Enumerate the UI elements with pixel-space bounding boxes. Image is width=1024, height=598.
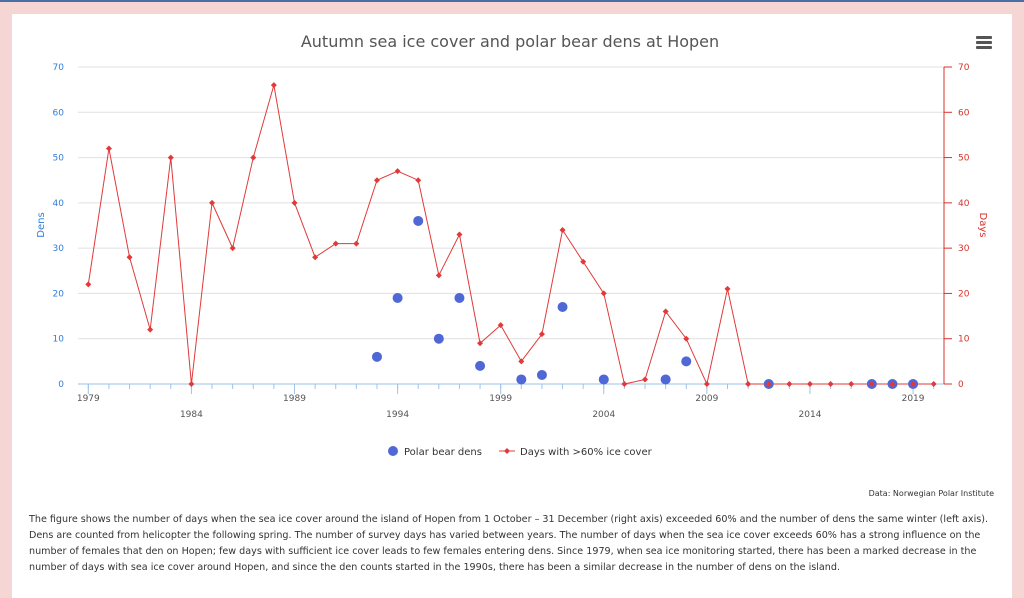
- days-data-point: [291, 199, 298, 206]
- days-data-point: [662, 308, 669, 315]
- legend-days-marker: [504, 448, 510, 454]
- days-data-point: [373, 177, 380, 184]
- y-left-tick-label: 30: [53, 244, 65, 254]
- dens-data-point: [454, 292, 465, 303]
- legend-dens-label: Polar bear dens: [404, 447, 482, 458]
- days-data-point: [270, 82, 277, 89]
- days-data-point: [209, 199, 216, 206]
- x-tick-label: 2009: [695, 394, 718, 404]
- days-data-point: [580, 258, 587, 265]
- dens-data-point: [557, 302, 568, 313]
- days-data-point: [477, 340, 484, 347]
- y-right-tick-label: 20: [958, 289, 970, 299]
- y-right-axis-title: Days: [977, 213, 988, 238]
- figure-caption: The figure shows the number of days when…: [29, 514, 989, 573]
- y-right-tick-label: 60: [958, 108, 970, 118]
- days-data-point: [229, 245, 236, 252]
- x-tick-label: 2014: [799, 410, 822, 420]
- x-tick-label: 1994: [386, 410, 409, 420]
- days-data-point: [456, 231, 463, 238]
- x-tick-label: 1984: [180, 410, 203, 420]
- y-left-tick-label: 20: [53, 289, 65, 299]
- hamburger-menu-icon[interactable]: [976, 36, 992, 50]
- days-data-point: [765, 381, 772, 387]
- days-data-point: [703, 381, 710, 387]
- dens-data-point: [371, 351, 382, 362]
- days-data-point: [394, 168, 401, 175]
- dens-data-point: [433, 333, 444, 344]
- days-data-point: [559, 227, 566, 234]
- y-left-tick-label: 10: [53, 335, 65, 345]
- y-right-tick-label: 30: [958, 244, 970, 254]
- y-left-tick-label: 50: [53, 154, 65, 164]
- y-left-axis-title: Dens: [36, 212, 47, 237]
- days-data-point: [415, 177, 422, 184]
- dens-data-point: [536, 369, 547, 380]
- days-data-point: [435, 272, 442, 279]
- y-left-tick-label: 0: [58, 380, 64, 390]
- days-data-point: [910, 381, 917, 387]
- y-right-tick-label: 70: [958, 63, 970, 73]
- y-right-tick-label: 50: [958, 154, 970, 164]
- days-data-point: [827, 381, 834, 387]
- y-left-tick-label: 70: [53, 63, 65, 73]
- chart-card: [12, 14, 1012, 598]
- days-data-point: [848, 381, 855, 387]
- top-accent-line: [0, 0, 1024, 2]
- dens-data-point: [475, 360, 486, 371]
- dens-data-point: [660, 374, 671, 385]
- days-data-point: [745, 381, 752, 387]
- days-data-point: [497, 322, 504, 329]
- dens-data-point: [392, 292, 403, 303]
- days-data-point: [518, 358, 525, 365]
- chart-title: Autumn sea ice cover and polar bear dens…: [300, 32, 720, 51]
- days-data-point: [600, 290, 607, 297]
- days-data-point: [353, 240, 360, 247]
- days-data-point: [312, 254, 319, 261]
- days-data-point: [642, 376, 649, 383]
- days-data-point: [332, 240, 339, 247]
- days-data-point: [683, 335, 690, 342]
- x-tick-label: 1989: [283, 394, 306, 404]
- dens-data-point: [516, 374, 527, 385]
- days-data-point: [621, 381, 628, 387]
- days-data-point: [889, 381, 896, 387]
- days-series-line: [87, 84, 934, 386]
- y-right-tick-label: 10: [958, 335, 970, 345]
- data-source-note: Data: Norwegian Polar Institute: [868, 489, 994, 498]
- x-tick-label: 1999: [489, 394, 512, 404]
- x-tick-label: 1979: [77, 394, 100, 404]
- y-left-tick-label: 40: [53, 199, 65, 209]
- days-data-point: [806, 381, 813, 387]
- dens-data-point: [598, 374, 609, 385]
- days-data-point: [105, 145, 112, 152]
- y-right-tick-label: 0: [958, 380, 964, 390]
- days-data-point: [930, 381, 937, 387]
- days-data-point: [85, 281, 92, 288]
- chart-svg: 0 0 10 10 20 20 30 30 40 40 50 50 60 60 70 70 1979 1984 19…: [36, 63, 988, 458]
- y-left-tick-label: 60: [53, 108, 65, 118]
- days-data-point: [126, 254, 133, 261]
- y-right-tick-label: 40: [958, 199, 970, 209]
- days-data-point: [724, 285, 731, 292]
- legend-dens-marker: [388, 446, 398, 456]
- dens-data-point: [681, 356, 692, 367]
- days-data-point: [786, 381, 793, 387]
- x-tick-label: 2004: [592, 410, 615, 420]
- days-data-point: [250, 154, 257, 161]
- days-data-point: [147, 326, 154, 333]
- x-tick-label: 2019: [902, 394, 925, 404]
- days-data-point: [188, 381, 195, 387]
- days-data-point: [167, 154, 174, 161]
- dens-data-point: [413, 215, 424, 226]
- days-data-point: [868, 381, 875, 387]
- days-data-point: [538, 331, 545, 338]
- legend-days-label: Days with >60% ice cover: [520, 447, 653, 458]
